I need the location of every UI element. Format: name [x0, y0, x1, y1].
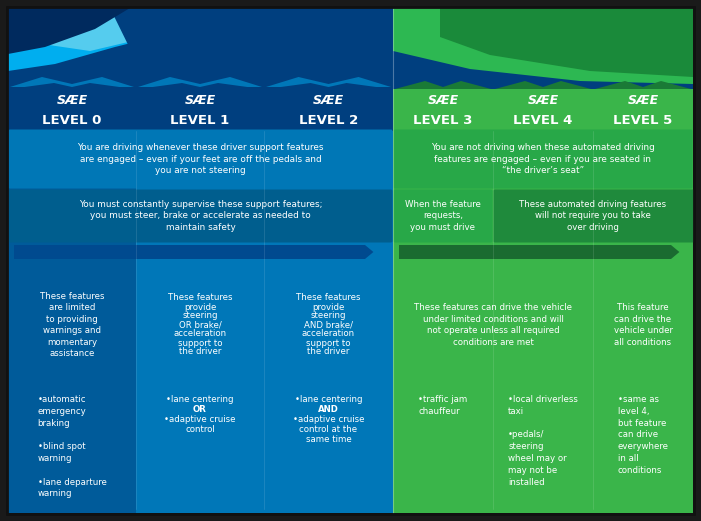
- Polygon shape: [8, 8, 200, 51]
- Text: same time: same time: [306, 435, 351, 444]
- Text: When the feature
requests,
you must drive: When the feature requests, you must driv…: [405, 200, 481, 232]
- Polygon shape: [10, 77, 134, 87]
- Bar: [393, 89, 693, 131]
- Polygon shape: [138, 77, 262, 87]
- Text: •adaptive cruise: •adaptive cruise: [164, 415, 236, 424]
- Polygon shape: [393, 8, 693, 84]
- Polygon shape: [440, 8, 693, 77]
- Polygon shape: [110, 8, 388, 84]
- Bar: [136, 131, 393, 513]
- Text: SÆE: SÆE: [313, 93, 344, 106]
- FancyBboxPatch shape: [8, 190, 393, 242]
- Text: •automatic
emergency
braking

•blind spot
warning

•lane departure
warning: •automatic emergency braking •blind spot…: [38, 395, 107, 499]
- Text: provide: provide: [313, 303, 345, 312]
- Polygon shape: [8, 8, 130, 54]
- Text: You must constantly supervise these support features;
you must steer, brake or a: You must constantly supervise these supp…: [79, 200, 322, 232]
- Polygon shape: [595, 81, 691, 89]
- Text: LEVEL 5: LEVEL 5: [613, 114, 673, 127]
- Text: •lane centering: •lane centering: [166, 395, 233, 404]
- Text: SÆE: SÆE: [428, 93, 458, 106]
- Text: the driver: the driver: [307, 348, 350, 356]
- Bar: [8, 89, 393, 131]
- Text: control at the: control at the: [299, 425, 358, 434]
- FancyBboxPatch shape: [8, 130, 393, 189]
- Polygon shape: [395, 81, 491, 89]
- Polygon shape: [10, 83, 134, 89]
- Bar: [8, 8, 393, 513]
- Text: •local driverless
taxi

•pedals/
steering
wheel may or
may not be
installed: •local driverless taxi •pedals/ steering…: [508, 395, 578, 487]
- Text: AND brake/: AND brake/: [304, 320, 353, 329]
- Text: SÆE: SÆE: [57, 93, 88, 106]
- Text: SÆE: SÆE: [627, 93, 658, 106]
- Polygon shape: [138, 83, 262, 89]
- Text: •lane centering: •lane centering: [294, 395, 362, 404]
- Text: These features
are limited
to providing
warnings and
momentary
assistance: These features are limited to providing …: [40, 292, 104, 358]
- Text: These automated driving features
will not require you to take
over driving: These automated driving features will no…: [519, 200, 667, 232]
- Text: steering: steering: [311, 312, 346, 320]
- Polygon shape: [266, 83, 391, 89]
- Text: support to: support to: [306, 339, 350, 348]
- Text: •traffic jam
chauffeur: •traffic jam chauffeur: [418, 395, 468, 416]
- Text: These features: These features: [168, 293, 232, 303]
- Text: LEVEL 2: LEVEL 2: [299, 114, 358, 127]
- FancyBboxPatch shape: [494, 190, 695, 242]
- Text: acceleration: acceleration: [173, 329, 226, 339]
- Text: LEVEL 0: LEVEL 0: [42, 114, 102, 127]
- Polygon shape: [14, 245, 374, 259]
- Text: control: control: [185, 425, 215, 434]
- Polygon shape: [399, 245, 679, 259]
- Text: the driver: the driver: [179, 348, 222, 356]
- Text: acceleration: acceleration: [302, 329, 355, 339]
- Bar: [8, 8, 693, 89]
- Polygon shape: [495, 81, 591, 89]
- Text: SÆE: SÆE: [527, 93, 559, 106]
- Text: AND: AND: [318, 405, 339, 414]
- Text: •same as
level 4,
but feature
can drive
everywhere
in all
conditions: •same as level 4, but feature can drive …: [618, 395, 669, 475]
- FancyBboxPatch shape: [393, 190, 493, 242]
- Text: SÆE: SÆE: [184, 93, 216, 106]
- Text: OR: OR: [193, 405, 207, 414]
- Text: support to: support to: [178, 339, 222, 348]
- Text: LEVEL 1: LEVEL 1: [170, 114, 230, 127]
- Text: This feature
can drive the
vehicle under
all conditions: This feature can drive the vehicle under…: [613, 303, 672, 346]
- Text: •adaptive cruise: •adaptive cruise: [293, 415, 365, 424]
- Bar: [8, 131, 393, 513]
- Polygon shape: [8, 8, 240, 71]
- Bar: [393, 8, 693, 513]
- Text: You are not driving when these automated driving
features are engaged – even if : You are not driving when these automated…: [431, 143, 655, 175]
- Text: steering: steering: [182, 312, 218, 320]
- Bar: [8, 131, 136, 513]
- Text: You are driving whenever these driver support features
are engaged – even if you: You are driving whenever these driver su…: [77, 143, 324, 175]
- Text: LEVEL 3: LEVEL 3: [414, 114, 472, 127]
- Text: These features can drive the vehicle
under limited conditions and will
not opera: These features can drive the vehicle und…: [414, 303, 572, 346]
- Text: LEVEL 4: LEVEL 4: [513, 114, 573, 127]
- Text: These features: These features: [297, 293, 361, 303]
- FancyBboxPatch shape: [393, 130, 693, 189]
- Polygon shape: [266, 77, 391, 87]
- Text: provide: provide: [184, 303, 216, 312]
- Text: OR brake/: OR brake/: [179, 320, 222, 329]
